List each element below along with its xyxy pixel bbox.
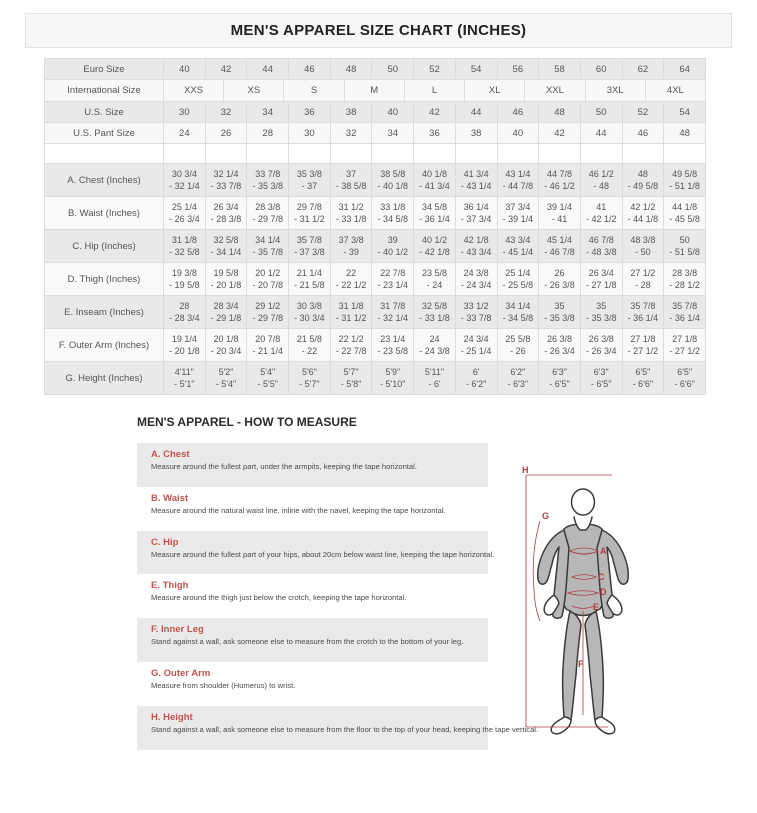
svg-text:E: E: [593, 602, 599, 612]
svg-text:G: G: [542, 511, 549, 521]
svg-text:A: A: [600, 546, 607, 556]
svg-text:C: C: [598, 572, 605, 582]
svg-text:F: F: [578, 659, 584, 669]
svg-text:D: D: [600, 587, 607, 597]
svg-text:H: H: [522, 465, 529, 475]
